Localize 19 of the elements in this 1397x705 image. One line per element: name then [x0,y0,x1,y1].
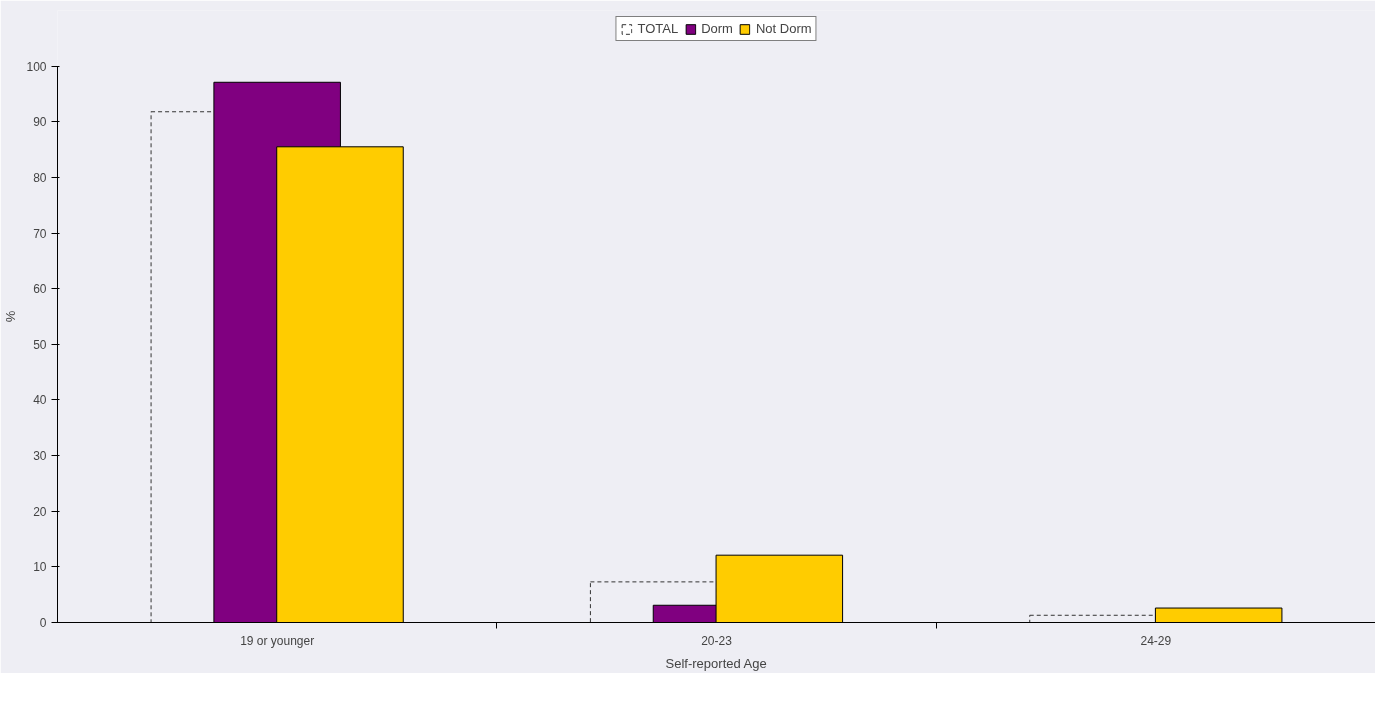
legend-label: Not Dorm [755,21,812,36]
y-tick-label: 70 [33,226,47,241]
legend-label: Dorm [701,21,733,36]
x-axis-title: Self-reported Age [665,655,767,671]
x-tick-label: 20-23 [701,633,733,648]
y-axis-title: % [3,310,19,323]
x-tick-label: 24-29 [1140,633,1172,648]
y-tick-label: 100 [26,59,47,74]
x-tick-label: 19 or younger [240,633,315,648]
y-tick-label: 30 [33,449,47,464]
y-tick-label: 90 [33,115,47,130]
y-tick-label: 50 [33,337,47,352]
y-tick-label: 40 [33,393,47,408]
y-tick-label: 80 [33,170,47,185]
y-tick-label: 10 [33,560,47,575]
y-tick-label: 60 [33,282,47,297]
y-tick-label: 20 [33,504,47,519]
y-tick-label: 0 [39,616,47,630]
legend-label: TOTAL [637,21,679,36]
